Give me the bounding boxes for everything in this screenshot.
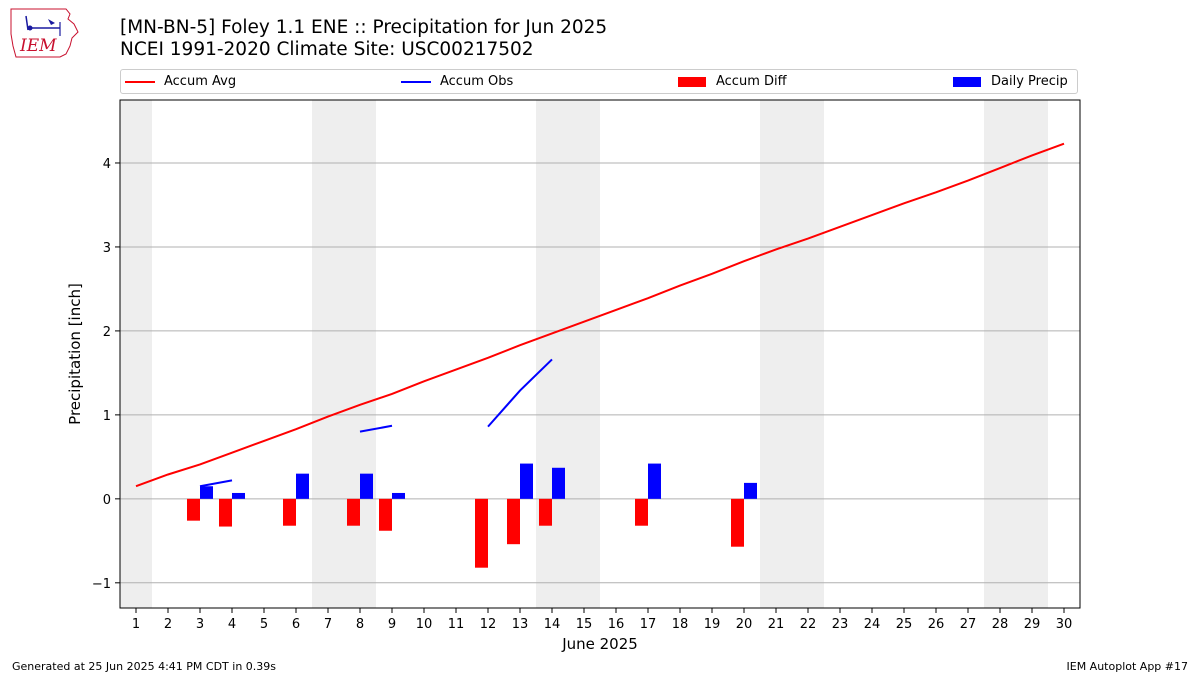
x-axis-label: June 2025 [561, 635, 638, 653]
iowa-outline-icon [10, 8, 79, 58]
accum-diff-bar-9 [379, 498, 392, 531]
weekend-shade-3 [760, 100, 824, 608]
y-tick-label: 4 [103, 157, 111, 172]
x-tick-label: 28 [992, 617, 1009, 632]
weekend-shade-2 [536, 100, 600, 608]
x-tick-label: 29 [1024, 617, 1041, 632]
x-tick-label: 21 [768, 617, 785, 632]
accum-diff-bar-13 [507, 498, 520, 545]
accum-diff-bar-3 [187, 498, 200, 521]
daily-precip-bar-13 [520, 463, 533, 499]
weather-station-icon [25, 15, 61, 36]
legend-entry-accum-diff: Accum Diff [678, 74, 787, 90]
accum-diff-bar-20 [731, 498, 744, 547]
legend-swatch-accum-avg [125, 81, 155, 83]
legend-label-accum-diff: Accum Diff [716, 74, 787, 89]
x-tick-label: 1 [132, 617, 140, 632]
accum-obs-line-0 [199, 479, 233, 488]
accum-diff-bar-17 [635, 498, 648, 526]
legend-swatch-accum-diff [678, 77, 706, 87]
x-tick-label: 2 [164, 617, 172, 632]
x-tick-label: 15 [576, 617, 593, 632]
accum-diff-bar-4 [219, 498, 232, 527]
accum-diff-bar-12 [475, 498, 488, 568]
x-tick-label: 12 [480, 617, 497, 632]
x-tick-label: 7 [324, 617, 332, 632]
legend-label-daily-precip: Daily Precip [991, 74, 1068, 89]
x-tick-label: 23 [832, 617, 849, 632]
legend-entry-accum-obs: Accum Obs [401, 74, 513, 90]
x-tick-label: 6 [292, 617, 300, 632]
iem-logo: IEM [10, 8, 79, 58]
daily-precip-bar-8 [360, 473, 373, 499]
x-tick-label: 30 [1056, 617, 1073, 632]
legend-entry-daily-precip: Daily Precip [953, 74, 1068, 90]
accum-avg-line [135, 142, 1065, 488]
accum-obs-line-2 [487, 358, 553, 428]
x-tick-label: 22 [800, 617, 817, 632]
x-tick-label: 3 [196, 617, 204, 632]
x-tick-label: 20 [736, 617, 753, 632]
x-tick-label: 11 [448, 617, 465, 632]
daily-precip-bar-9 [392, 492, 405, 499]
x-tick-label: 8 [356, 617, 364, 632]
daily-precip-bar-14 [552, 467, 565, 499]
x-tick-label: 9 [388, 617, 396, 632]
app-credit: IEM Autoplot App #17 [1066, 660, 1189, 673]
weekend-shade-4 [984, 100, 1048, 608]
x-tick-label: 18 [672, 617, 689, 632]
daily-precip-bar-3 [200, 486, 213, 499]
y-axis-label: Precipitation [inch] [66, 283, 84, 425]
y-tick-label: 2 [103, 325, 111, 340]
accum-diff-bar-6 [283, 498, 296, 526]
accum-diff-bar-8 [347, 498, 360, 526]
plot-area [120, 100, 1080, 608]
x-tick-label: 13 [512, 617, 529, 632]
y-tick-label: 0 [103, 493, 111, 508]
accum-obs-line-1 [359, 424, 393, 433]
weekend-shade-1 [312, 100, 376, 608]
legend-entry-accum-avg: Accum Avg [125, 74, 236, 90]
weekend-shade-0 [120, 100, 152, 608]
x-tick-label: 5 [260, 617, 268, 632]
y-tick-label: −1 [92, 577, 111, 592]
x-tick-label: 16 [608, 617, 625, 632]
x-tick-label: 27 [960, 617, 977, 632]
generated-timestamp: Generated at 25 Jun 2025 4:41 PM CDT in … [12, 660, 277, 673]
legend-swatch-accum-obs [401, 81, 431, 83]
x-tick-label: 26 [928, 617, 945, 632]
legend-label-accum-obs: Accum Obs [440, 74, 514, 89]
x-tick-label: 14 [544, 617, 561, 632]
x-tick-label: 24 [864, 617, 881, 632]
legend-label-accum-avg: Accum Avg [164, 74, 237, 89]
chart-legend: Accum Avg Accum Obs Accum Diff Daily Pre… [120, 69, 1078, 94]
x-tick-label: 19 [704, 617, 721, 632]
daily-precip-bar-4 [232, 492, 245, 499]
logo-text: IEM [19, 36, 57, 56]
y-tick-label: 1 [103, 409, 111, 424]
x-tick-label: 4 [228, 617, 236, 632]
chart-title: [MN-BN-5] Foley 1.1 ENE :: Precipitation… [120, 17, 608, 38]
x-tick-label: 17 [640, 617, 657, 632]
daily-precip-bar-20 [744, 482, 757, 499]
x-tick-label: 25 [896, 617, 913, 632]
x-tick-label: 10 [416, 617, 433, 632]
chart-subtitle: NCEI 1991-2020 Climate Site: USC00217502 [120, 39, 534, 60]
daily-precip-bar-6 [296, 473, 309, 499]
accum-diff-bar-14 [539, 498, 552, 526]
daily-precip-bar-17 [648, 463, 661, 499]
legend-swatch-daily-precip [953, 77, 981, 87]
plot-frame [119, 99, 1081, 609]
y-tick-label: 3 [103, 241, 111, 256]
